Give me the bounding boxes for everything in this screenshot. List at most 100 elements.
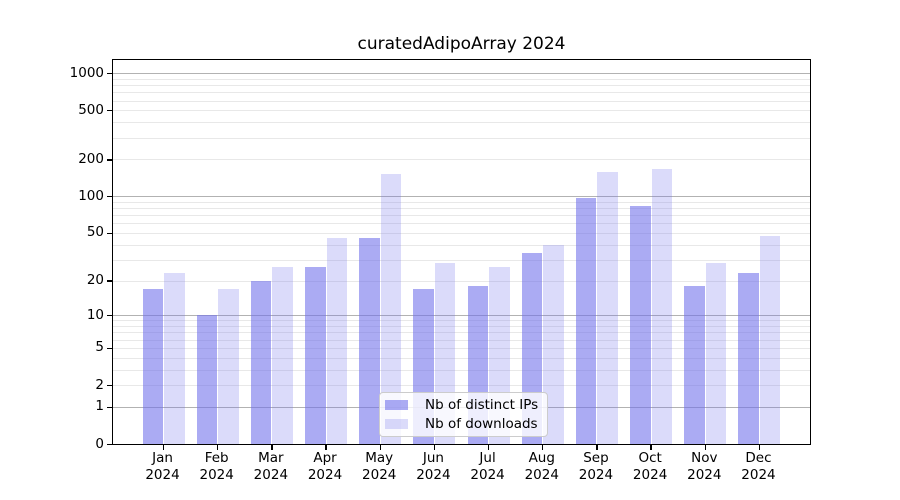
x-tick bbox=[542, 445, 544, 450]
minor-gridline bbox=[113, 122, 810, 124]
x-tick bbox=[487, 445, 490, 450]
x-tick bbox=[596, 445, 598, 450]
bar-downloads-oct bbox=[651, 168, 673, 444]
minor-gridline bbox=[113, 326, 810, 328]
x-tick-label: Jan 2024 bbox=[145, 450, 180, 483]
x-tick-label: Oct 2024 bbox=[632, 450, 668, 483]
minor-gridline bbox=[113, 201, 810, 203]
bar-ips-nov bbox=[684, 285, 705, 444]
x-tick bbox=[379, 445, 381, 450]
bar-ips-apr bbox=[305, 267, 326, 444]
bar-downloads-dec bbox=[759, 236, 781, 444]
bar-ips-mar bbox=[250, 280, 272, 444]
y-tick-label: 20 bbox=[86, 272, 104, 289]
bar-downloads-mar bbox=[272, 267, 293, 444]
minor-gridline bbox=[113, 369, 810, 371]
major-gridline bbox=[113, 73, 810, 75]
bar-ips-oct bbox=[630, 206, 651, 444]
legend-item-downloads: Nb of downloads bbox=[385, 415, 541, 434]
minor-gridline bbox=[113, 320, 810, 322]
y-tick bbox=[107, 196, 112, 198]
minor-gridline bbox=[113, 92, 810, 94]
minor-gridline bbox=[113, 137, 810, 139]
minor-gridline bbox=[113, 110, 810, 112]
minor-gridline bbox=[113, 223, 810, 225]
minor-gridline bbox=[113, 208, 810, 210]
legend-label-downloads: Nb of downloads bbox=[425, 415, 538, 432]
y-tick bbox=[107, 72, 112, 75]
y-tick-label: 500 bbox=[78, 101, 104, 118]
x-tick bbox=[325, 445, 327, 450]
x-tick-label: Aug 2024 bbox=[524, 450, 559, 483]
minor-gridline bbox=[113, 332, 810, 334]
y-tick bbox=[107, 443, 112, 446]
y-tick-label: 10 bbox=[86, 306, 104, 323]
minor-gridline bbox=[113, 385, 810, 387]
minor-gridline bbox=[113, 215, 810, 217]
x-tick bbox=[162, 445, 165, 450]
minor-gridline bbox=[113, 244, 810, 246]
y-tick bbox=[107, 406, 112, 408]
y-tick-label: 50 bbox=[86, 224, 104, 241]
bar-downloads-aug bbox=[543, 244, 564, 444]
x-tick bbox=[271, 445, 273, 450]
y-tick bbox=[107, 315, 112, 317]
x-tick-label: Jul 2024 bbox=[470, 450, 505, 483]
bar-ips-feb bbox=[196, 315, 218, 444]
legend-label-distinct-ips: Nb of distinct IPs bbox=[425, 397, 539, 414]
minor-gridline bbox=[113, 159, 810, 161]
minor-gridline bbox=[113, 78, 810, 80]
bar-ips-jan bbox=[142, 288, 163, 444]
minor-gridline bbox=[113, 100, 810, 102]
bar-downloads-sep bbox=[597, 171, 618, 444]
y-tick-label: 100 bbox=[78, 187, 104, 204]
legend: Nb of distinct IPs Nb of downloads bbox=[379, 392, 548, 437]
plot-area bbox=[107, 59, 811, 450]
legend-swatch-downloads bbox=[385, 418, 408, 429]
major-gridline bbox=[113, 315, 810, 317]
y-tick bbox=[107, 110, 112, 112]
x-tick-label: Nov 2024 bbox=[687, 450, 722, 483]
y-tick bbox=[107, 384, 112, 387]
minor-gridline bbox=[113, 339, 810, 341]
x-tick bbox=[650, 445, 652, 450]
y-tick-label: 5 bbox=[95, 339, 104, 356]
y-tick bbox=[107, 232, 112, 235]
bar-downloads-jan bbox=[164, 273, 185, 444]
y-tick bbox=[107, 280, 112, 282]
minor-gridline bbox=[113, 232, 810, 234]
x-tick-label: Jun 2024 bbox=[416, 450, 451, 483]
y-tick-label: 2 bbox=[95, 376, 104, 393]
legend-item-distinct-ips: Nb of distinct IPs bbox=[385, 396, 541, 415]
major-gridline bbox=[113, 196, 810, 198]
x-tick bbox=[704, 445, 706, 450]
bar-downloads-may bbox=[380, 173, 402, 444]
chart-title: curatedAdipoArray 2024 bbox=[357, 34, 566, 54]
bar-downloads-apr bbox=[326, 238, 348, 444]
bar-ips-dec bbox=[738, 273, 759, 444]
x-tick-label: Mar 2024 bbox=[253, 450, 289, 483]
y-tick-label: 1 bbox=[95, 398, 104, 415]
legend-swatch-distinct-ips bbox=[385, 400, 408, 411]
x-tick bbox=[433, 445, 436, 450]
minor-gridline bbox=[113, 347, 810, 349]
minor-gridline bbox=[113, 259, 810, 261]
bar-downloads-nov bbox=[705, 263, 727, 444]
x-tick-label: Sep 2024 bbox=[578, 450, 614, 483]
y-tick bbox=[107, 347, 112, 349]
y-tick-label: 1000 bbox=[69, 64, 104, 81]
bar-ips-may bbox=[359, 238, 380, 444]
minor-gridline bbox=[113, 280, 810, 282]
x-tick-label: Apr 2024 bbox=[307, 450, 343, 483]
minor-gridline bbox=[113, 357, 810, 359]
bar-downloads-feb bbox=[218, 288, 239, 444]
x-tick-label: May 2024 bbox=[362, 450, 397, 483]
x-tick-label: Feb 2024 bbox=[199, 450, 234, 483]
x-tick-label: Dec 2024 bbox=[741, 450, 776, 483]
y-tick bbox=[107, 159, 112, 161]
x-tick bbox=[758, 445, 761, 450]
y-tick-label: 200 bbox=[78, 150, 104, 167]
bar-ips-sep bbox=[575, 198, 597, 444]
minor-gridline bbox=[113, 85, 810, 87]
